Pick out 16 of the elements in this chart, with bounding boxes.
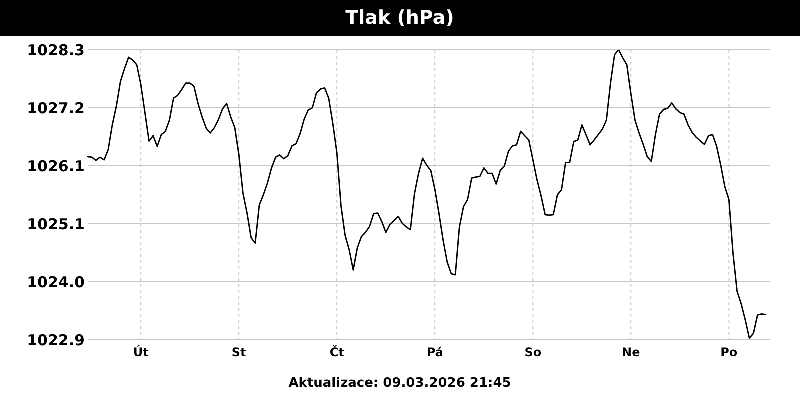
x-tick-label: Po bbox=[720, 346, 738, 360]
x-tick-label: Ne bbox=[622, 346, 640, 360]
y-tick-label: 1024.0 bbox=[27, 273, 85, 292]
x-tick-label: Pá bbox=[426, 346, 444, 360]
x-tick-label: St bbox=[232, 346, 247, 360]
x-tick-label: So bbox=[524, 346, 542, 360]
line-series bbox=[87, 50, 767, 340]
y-tick-label: 1022.9 bbox=[27, 331, 85, 350]
y-tick-label: 1028.3 bbox=[27, 41, 85, 60]
text: Aktualizace: 09.03.2026 21:45 bbox=[288, 376, 512, 391]
chart-title: Tlak (hPa) bbox=[0, 0, 800, 36]
x-tick-label: Út bbox=[133, 344, 150, 360]
y-tick-label: 1027.2 bbox=[27, 99, 85, 118]
y-tick-label: 1026.1 bbox=[27, 157, 85, 176]
y-tick-label: 1025.1 bbox=[27, 215, 85, 234]
x-tick-label: Čt bbox=[330, 344, 345, 360]
